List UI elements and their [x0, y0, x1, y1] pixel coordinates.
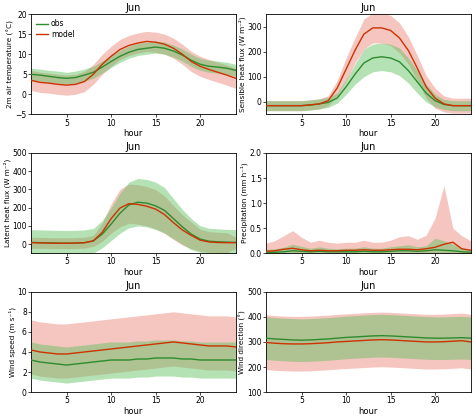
- X-axis label: hour: hour: [124, 268, 143, 277]
- Y-axis label: 2m air temperature (°C): 2m air temperature (°C): [7, 21, 14, 108]
- X-axis label: hour: hour: [359, 129, 378, 138]
- Title: Jun: Jun: [126, 3, 141, 13]
- X-axis label: hour: hour: [359, 268, 378, 277]
- X-axis label: hour: hour: [359, 407, 378, 416]
- Title: Jun: Jun: [361, 281, 376, 291]
- Y-axis label: Precipitation (mm h⁻¹): Precipitation (mm h⁻¹): [241, 163, 248, 243]
- X-axis label: hour: hour: [124, 129, 143, 138]
- Title: Jun: Jun: [361, 3, 376, 13]
- Title: Jun: Jun: [361, 142, 376, 152]
- X-axis label: hour: hour: [124, 407, 143, 416]
- Legend: obs, model: obs, model: [35, 18, 76, 41]
- Title: Jun: Jun: [126, 281, 141, 291]
- Y-axis label: Sensible heat flux (W m⁻²): Sensible heat flux (W m⁻²): [238, 16, 246, 112]
- Y-axis label: Wind direction (°): Wind direction (°): [238, 310, 246, 374]
- Title: Jun: Jun: [126, 142, 141, 152]
- Y-axis label: Wind speed (m s⁻¹): Wind speed (m s⁻¹): [9, 307, 16, 377]
- Y-axis label: Latent heat flux (W m⁻²): Latent heat flux (W m⁻²): [3, 159, 11, 247]
